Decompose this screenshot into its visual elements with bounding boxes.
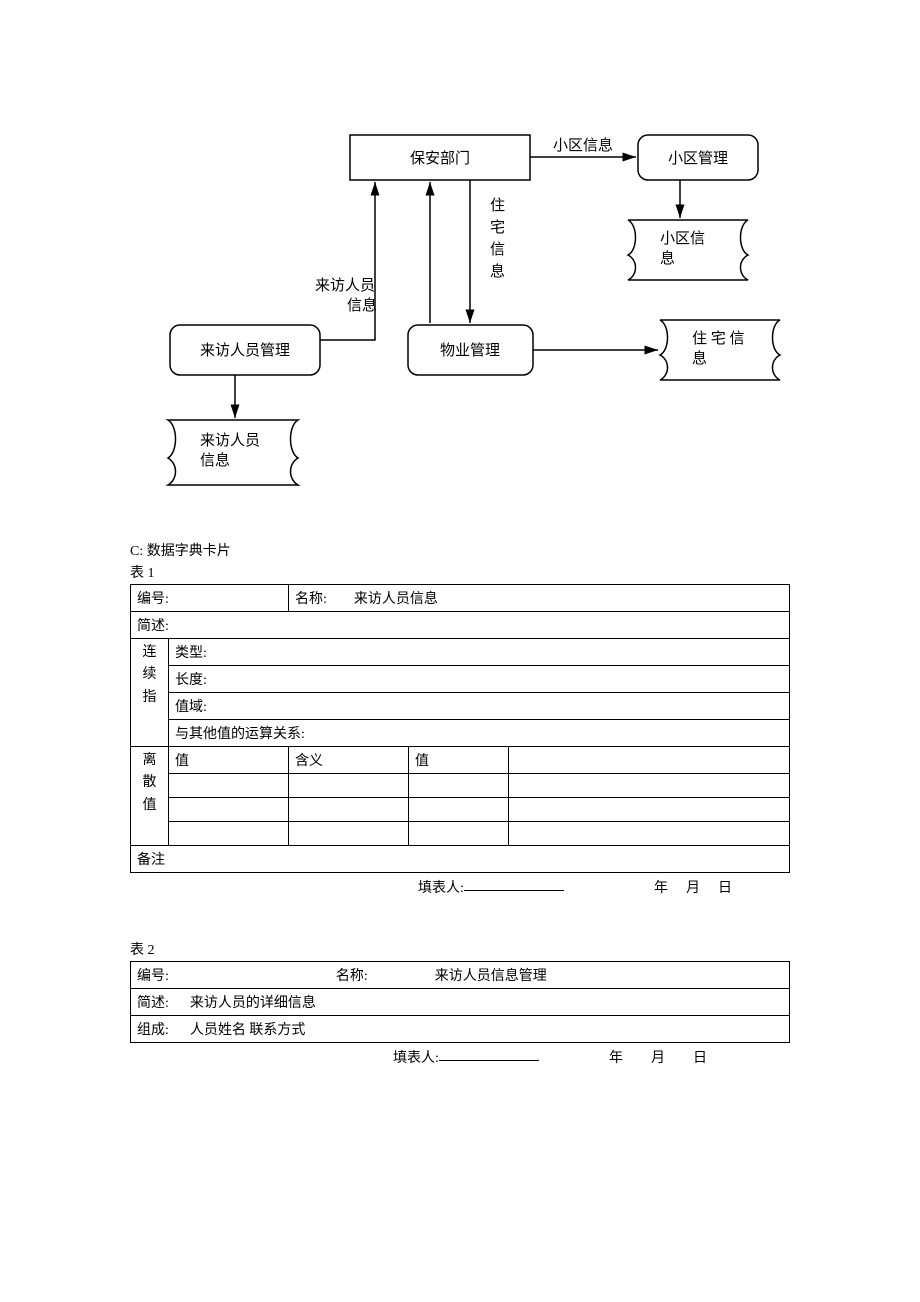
t2-day: 日 bbox=[693, 1047, 707, 1067]
node-visitor-info bbox=[168, 420, 298, 485]
node-visitor-info-label-l1: 来访人员 bbox=[200, 432, 260, 449]
node-visitor-info-label-l2: 信息 bbox=[200, 452, 230, 469]
table-row: 与其他值的运算关系: bbox=[131, 720, 790, 747]
t1-month: 月 bbox=[686, 877, 700, 897]
t2-year: 年 bbox=[609, 1047, 623, 1067]
t1-disc-h3: 值 bbox=[409, 747, 509, 774]
table1-label: 表 1 bbox=[130, 562, 790, 582]
node-community-info-label-l1: 小区信 bbox=[660, 230, 705, 247]
edge-vert-label-2: 宅 bbox=[490, 219, 505, 236]
node-security-dept-label: 保安部门 bbox=[410, 150, 470, 167]
t2-id-label: 编号: bbox=[137, 969, 169, 984]
t2-row3: 组成: 人员姓名 联系方式 bbox=[131, 1016, 790, 1043]
t1-cont-calc: 与其他值的运算关系: bbox=[169, 720, 790, 747]
edge-vert-label-4: 息 bbox=[490, 263, 505, 280]
t2-brief-label: 简述: bbox=[137, 996, 169, 1011]
edge-visitor-to-security bbox=[320, 182, 375, 340]
table-row: 连续指 类型: bbox=[131, 639, 790, 666]
node-community-mgmt-label: 小区管理 bbox=[668, 150, 728, 167]
table-row: 长度: bbox=[131, 666, 790, 693]
node-visitor-mgmt-label: 来访人员管理 bbox=[200, 342, 290, 359]
t1-brief-cell: 简述: bbox=[131, 612, 790, 639]
t1-id-cell: 编号: bbox=[131, 585, 289, 612]
t1-disc-h2: 含义 bbox=[289, 747, 409, 774]
node-community-info-label-l2: 息 bbox=[660, 250, 675, 267]
section-c-title: C: 数据字典卡片 bbox=[130, 540, 790, 560]
t1-cont-range: 值域: bbox=[169, 693, 790, 720]
table-row: 离散值 值 含义 值 bbox=[131, 747, 790, 774]
node-house-info bbox=[660, 320, 780, 380]
page-root: 保安部门 小区管理 小区信 息 物业管理 住 宅 信 息 来访人员管理 来访人员… bbox=[0, 0, 920, 1067]
table-row bbox=[131, 822, 790, 846]
edge-visitor-label-l1: 来访人员 bbox=[315, 277, 375, 294]
t1-filler-label: 填表人: bbox=[418, 877, 464, 897]
table1: 编号: 名称: 来访人员信息 简述: 连续指 类型: 长度: bbox=[130, 584, 790, 873]
t2-comp-value: 人员姓名 联系方式 bbox=[190, 1023, 306, 1038]
table-row: 简述: bbox=[131, 612, 790, 639]
t1-cont-label: 连续指 bbox=[131, 639, 169, 747]
t2-brief-value: 来访人员的详细信息 bbox=[190, 996, 316, 1011]
t2-filler-label: 填表人: bbox=[393, 1047, 439, 1067]
table1-footer: 填表人: 年 月 日 bbox=[130, 877, 790, 897]
t2-name-label: 名称: bbox=[336, 969, 368, 984]
table-row: 组成: 人员姓名 联系方式 bbox=[131, 1016, 790, 1043]
t1-disc-label: 离散值 bbox=[131, 747, 169, 846]
t1-remark: 备注 bbox=[131, 846, 790, 873]
table2-footer: 填表人: 年 月 日 bbox=[130, 1047, 790, 1067]
table-row bbox=[131, 798, 790, 822]
table-row bbox=[131, 774, 790, 798]
t2-filler-underline bbox=[439, 1047, 539, 1061]
table-row: 编号: 名称: 来访人员信息管理 bbox=[131, 962, 790, 989]
table-row: 简述: 来访人员的详细信息 bbox=[131, 989, 790, 1016]
t1-disc-h4 bbox=[509, 747, 790, 774]
flowchart-diagram: 保安部门 小区管理 小区信 息 物业管理 住 宅 信 息 来访人员管理 来访人员… bbox=[0, 0, 920, 520]
edge-vert-label-3: 信 bbox=[490, 241, 505, 258]
t1-name-label: 名称: bbox=[295, 592, 327, 607]
content-block: C: 数据字典卡片 表 1 编号: 名称: 来访人员信息 bbox=[0, 540, 920, 1067]
table-row: 值域: bbox=[131, 693, 790, 720]
node-house-info-label-l2: 息 bbox=[692, 350, 707, 367]
t1-day: 日 bbox=[718, 877, 732, 897]
table-row: 备注 bbox=[131, 846, 790, 873]
t1-brief-label: 简述: bbox=[137, 619, 169, 634]
edge-vert-label-1: 住 bbox=[490, 197, 505, 214]
t2-month: 月 bbox=[651, 1047, 665, 1067]
t1-disc-h1: 值 bbox=[169, 747, 289, 774]
t1-year: 年 bbox=[654, 877, 668, 897]
node-property-mgmt-label: 物业管理 bbox=[440, 342, 500, 359]
node-community-info bbox=[628, 220, 748, 280]
t2-row2: 简述: 来访人员的详细信息 bbox=[131, 989, 790, 1016]
node-house-info-label-l1: 住 宅 信 bbox=[692, 330, 745, 347]
t1-cont-length: 长度: bbox=[169, 666, 790, 693]
t2-row1: 编号: 名称: 来访人员信息管理 bbox=[131, 962, 790, 989]
t2-name-value: 来访人员信息管理 bbox=[435, 969, 547, 984]
table2: 编号: 名称: 来访人员信息管理 简述: 来访人员的详细信息 组成: bbox=[130, 961, 790, 1043]
edge-security-to-community-label: 小区信息 bbox=[553, 137, 613, 154]
flowchart-svg: 保安部门 小区管理 小区信 息 物业管理 住 宅 信 息 来访人员管理 来访人员… bbox=[0, 0, 920, 520]
t1-name-value: 来访人员信息 bbox=[354, 592, 438, 607]
t1-name-cell: 名称: 来访人员信息 bbox=[289, 585, 790, 612]
edge-visitor-label-l2: 信息 bbox=[347, 297, 377, 314]
t2-comp-label: 组成: bbox=[137, 1023, 169, 1038]
t1-filler-underline bbox=[464, 877, 564, 891]
t1-id-label: 编号: bbox=[137, 592, 169, 607]
t1-cont-type: 类型: bbox=[169, 639, 790, 666]
table-row: 编号: 名称: 来访人员信息 bbox=[131, 585, 790, 612]
table2-label: 表 2 bbox=[130, 939, 790, 959]
